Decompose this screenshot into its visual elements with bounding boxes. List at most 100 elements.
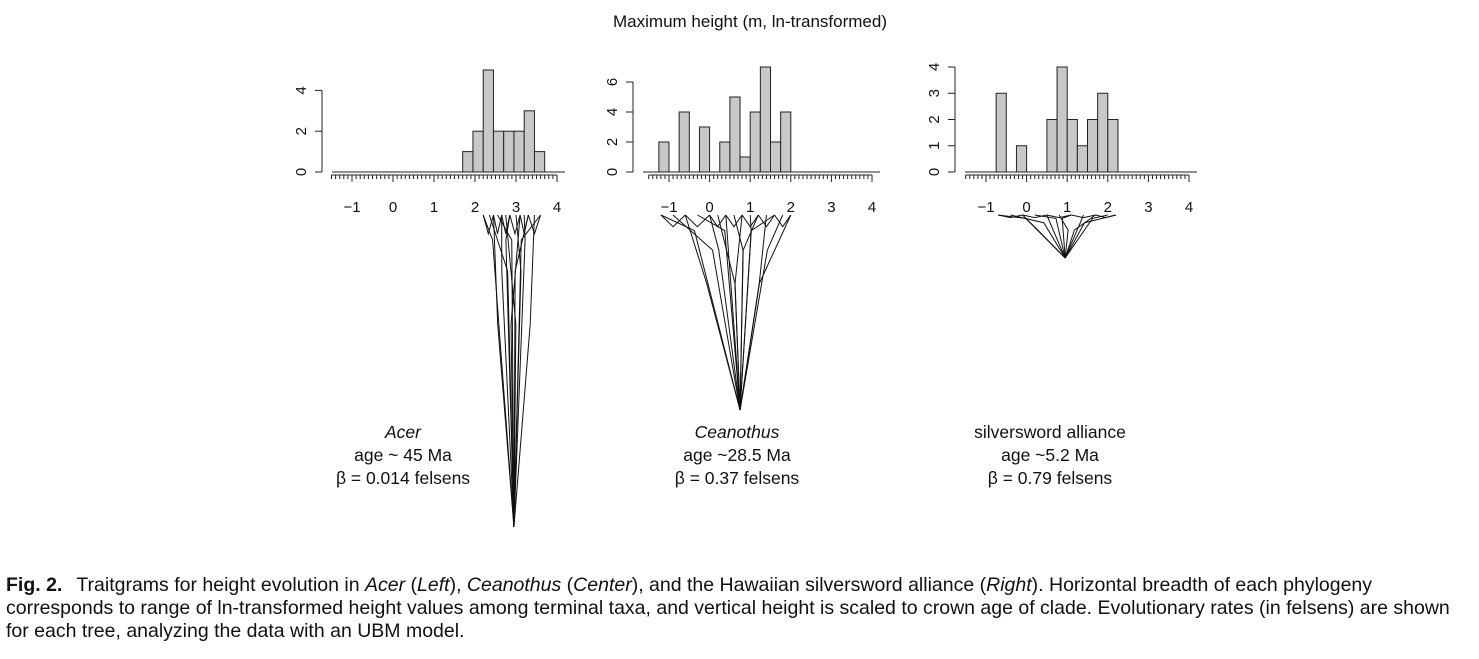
caption-text-part: ), and the Hawaiian silversword alliance…: [631, 574, 987, 596]
histogram-bar: [1087, 119, 1099, 173]
histogram-bar: [759, 66, 771, 173]
tree-branch: [998, 214, 1023, 219]
histogram-bar: [1076, 145, 1088, 173]
histogram-bar: [749, 111, 761, 173]
x-tick-label: 4: [868, 199, 876, 216]
y-tick-label: 0: [926, 168, 943, 176]
panels-group: 0 2 4 −1 0 1 2 3 4 Acer age ~ 45 Ma β = 0.014 felse…: [293, 63, 1197, 528]
figure-title: Maximum height (m, ln-transformed): [613, 12, 887, 31]
histogram-bar: [492, 130, 505, 173]
tree-branch: [1022, 214, 1048, 219]
x-tick-label: 2: [787, 199, 795, 216]
histogram-bar: [523, 110, 535, 173]
tree-branch: [660, 214, 686, 228]
histogram-bar: [1097, 92, 1109, 173]
y-tick-label: 0: [293, 168, 310, 176]
y-tick-label: 3: [926, 89, 943, 97]
histogram-bar: [1056, 66, 1068, 173]
y-tick-label: 1: [926, 142, 943, 150]
y-tick-label: 2: [926, 115, 943, 123]
x-tick-label: 1: [430, 199, 438, 216]
caption-text-part: Traitgrams for height evolution in: [76, 574, 366, 596]
tree-branch: [739, 214, 792, 411]
tree-branch: [510, 214, 521, 528]
tree-branch: [482, 214, 515, 528]
tree-branch: [492, 214, 503, 234]
tree-branch: [1022, 214, 1066, 259]
tree-branch: [1095, 214, 1117, 219]
histogram-bar: [698, 126, 711, 173]
y-tick-label: 4: [926, 63, 943, 71]
x-tick-label: 0: [389, 199, 397, 216]
caption-text-part: Acer: [365, 574, 406, 596]
tree-branch: [660, 214, 741, 411]
x-tick-label: 1: [1063, 199, 1071, 216]
x-tick-label: 4: [1185, 199, 1193, 216]
histogram-bar: [503, 130, 515, 173]
caption-label: Fig. 2.: [6, 574, 63, 596]
histogram-bar: [1046, 119, 1058, 173]
caption-text-part: (: [561, 574, 574, 596]
x-tick-label: 4: [553, 199, 561, 216]
figure-caption: Fig. 2. Traitgrams for height evolution i…: [6, 574, 1476, 643]
caption-text-part: Center: [573, 574, 632, 596]
histogram-bar: [729, 96, 741, 173]
tree-branch: [1046, 214, 1072, 219]
histogram-bar: [482, 69, 494, 173]
y-tick-label: 4: [604, 108, 621, 116]
tree-branch: [1064, 214, 1108, 259]
histogram-bar: [739, 156, 751, 173]
x-tick-label: 3: [827, 199, 835, 216]
x-tick-label: 2: [1104, 199, 1112, 216]
caption-text-part: Left: [417, 574, 450, 596]
panel-label-age: age ~5.2 Ma: [1001, 445, 1099, 465]
tree-branch: [725, 214, 741, 411]
panel-1: 0 2 4 −1 0 1 2 3 4 Acer age ~ 45 Ma β = 0.014 felse…: [293, 69, 565, 528]
histogram-bar: [1107, 119, 1119, 173]
histogram-bar: [1066, 119, 1078, 173]
histogram-bar: [1015, 145, 1028, 173]
tree-branch: [492, 214, 515, 528]
panel-label-age: age ~ 45 Ma: [354, 445, 452, 465]
tree-branch: [527, 214, 542, 236]
tree-branch: [739, 214, 775, 411]
caption-text-part: ),: [449, 574, 467, 596]
caption-text-part: Ceanothus: [466, 574, 562, 596]
histogram-bar: [658, 141, 670, 173]
y-tick-label: 2: [604, 138, 621, 146]
tree-branch: [482, 214, 494, 236]
tree-branch: [709, 214, 741, 411]
tree-branch: [774, 214, 792, 228]
histogram-bar: [770, 141, 782, 173]
panel-label-rate: β = 0.37 felsens: [675, 468, 800, 488]
tree-branch: [1046, 214, 1066, 259]
tree-branch: [1064, 214, 1096, 259]
x-tick-label: −1: [343, 199, 360, 216]
histogram-bar: [995, 92, 1007, 173]
tree-branch: [757, 214, 775, 228]
histogram-bar: [533, 151, 546, 173]
tree-branch: [709, 214, 727, 228]
panel-label-rate: β = 0.014 felsens: [336, 468, 470, 488]
tree-branch: [519, 214, 529, 234]
tree-branch: [1010, 214, 1066, 259]
panel-label-age: age ~28.5 Ma: [683, 445, 791, 465]
tree-branch: [1071, 214, 1096, 219]
tree-branch: [513, 214, 541, 528]
tree-branch: [501, 214, 511, 234]
y-tick-label: 2: [293, 127, 310, 135]
tree-branch: [739, 214, 784, 411]
tree-branch: [739, 214, 759, 411]
histogram-bar: [678, 111, 690, 173]
x-tick-label: 1: [746, 199, 754, 216]
panel-label-rate: β = 0.79 felsens: [988, 468, 1113, 488]
tree-branch: [998, 214, 1066, 259]
x-tick-label: 0: [705, 199, 713, 216]
tree-branch: [684, 214, 741, 411]
x-tick-label: 2: [471, 199, 479, 216]
tree-branch: [513, 214, 535, 528]
y-tick-label: 6: [604, 78, 621, 86]
tree-branch: [741, 214, 759, 228]
x-tick-label: −1: [977, 199, 994, 216]
caption-body: Traitgrams for height evolution in Acer …: [6, 574, 1450, 642]
